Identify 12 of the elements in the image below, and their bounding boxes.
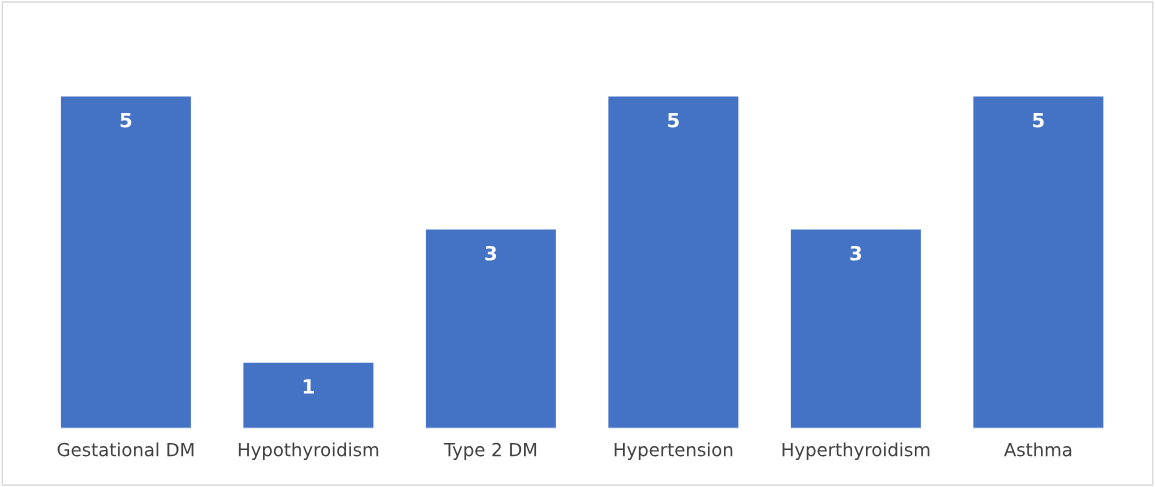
x-tick-label: Gestational DM: [57, 442, 194, 457]
data-label: 1: [303, 379, 314, 394]
x-tick-label: Hyperthyroidism: [782, 442, 930, 460]
data-label: 5: [668, 113, 679, 128]
data-label: 5: [120, 113, 132, 128]
x-tick-label: Hypertension: [614, 442, 733, 460]
data-label: 3: [485, 245, 497, 261]
data-label: 5: [1033, 113, 1044, 128]
x-tick-label: Type 2 DM: [443, 442, 537, 460]
data-label: 3: [850, 245, 862, 261]
x-tick-label: Hypothyroidism: [238, 442, 379, 460]
x-tick-label: Asthma: [1004, 442, 1072, 457]
